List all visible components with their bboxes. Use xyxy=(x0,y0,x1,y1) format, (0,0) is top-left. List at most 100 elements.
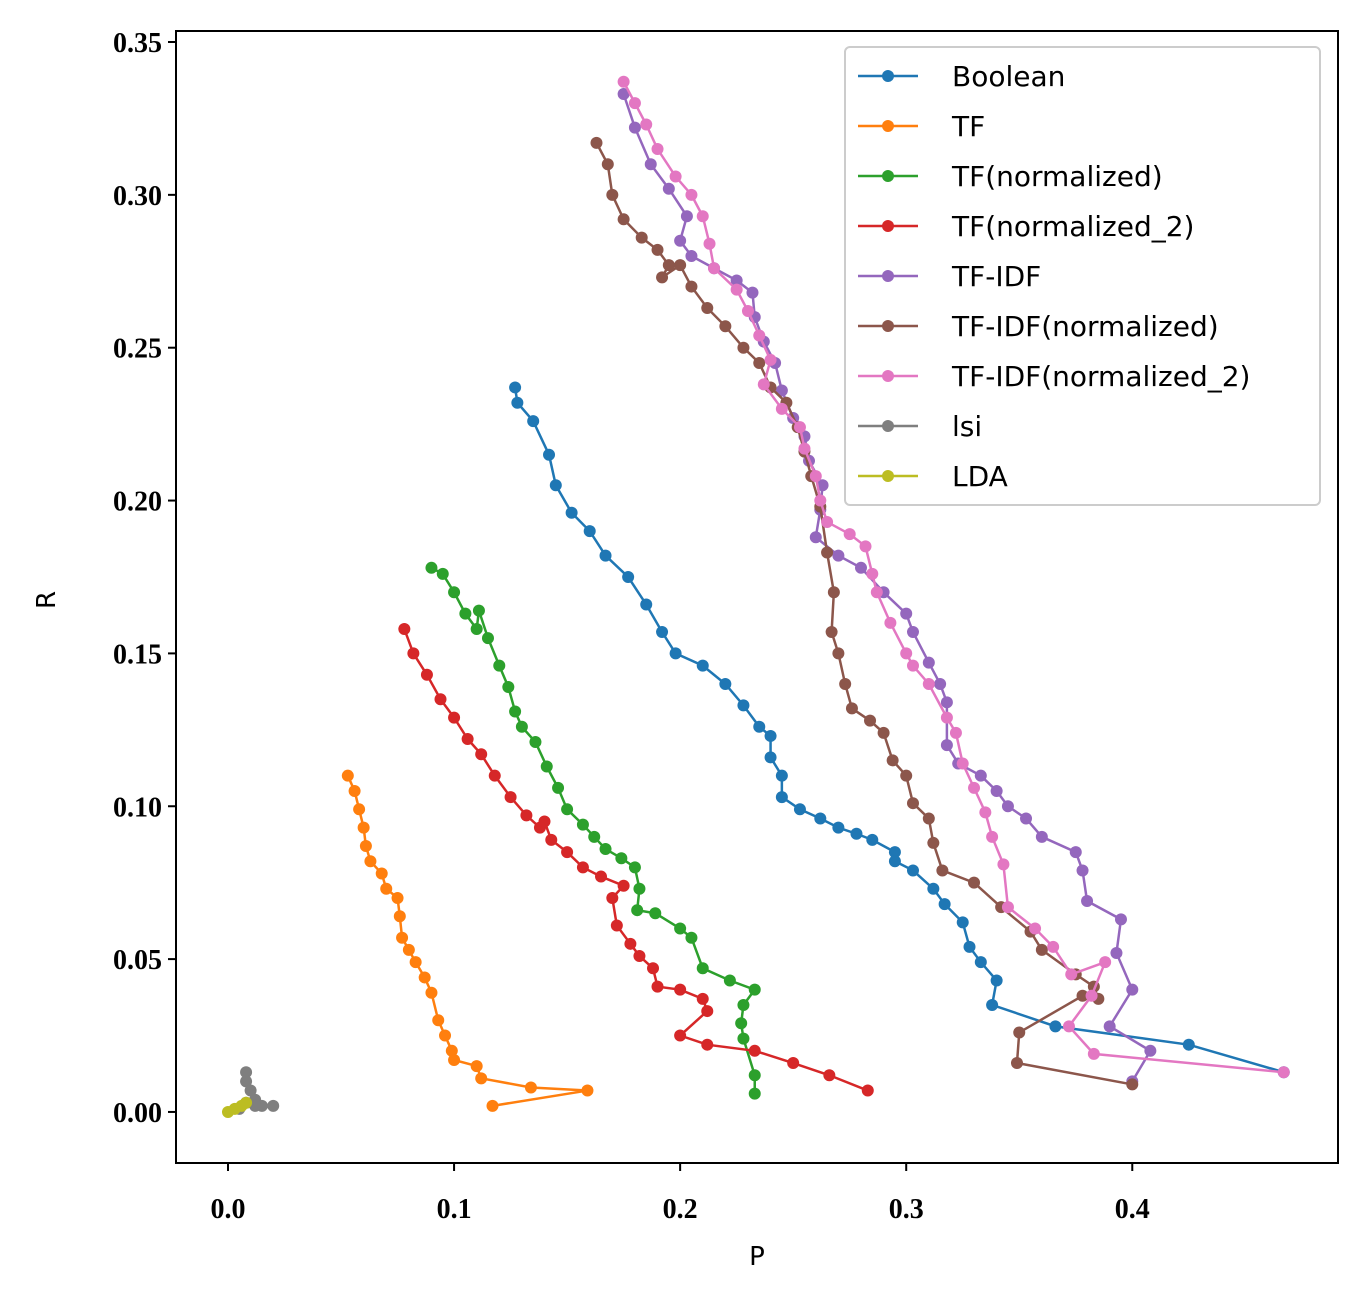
point xyxy=(633,950,646,963)
point xyxy=(418,971,431,984)
point xyxy=(1114,913,1127,926)
legend-label: TF(normalized) xyxy=(951,160,1163,193)
point xyxy=(656,271,669,284)
point xyxy=(624,937,637,950)
point xyxy=(986,830,999,843)
point xyxy=(922,677,935,690)
point xyxy=(940,711,953,724)
series xyxy=(398,622,874,1097)
point xyxy=(493,659,506,672)
series xyxy=(617,75,1290,1079)
point xyxy=(1049,1020,1062,1033)
point xyxy=(588,830,601,843)
point xyxy=(787,1057,800,1070)
legend-marker xyxy=(882,170,894,182)
series xyxy=(509,381,1290,1079)
point xyxy=(696,659,709,672)
point xyxy=(1065,968,1078,981)
point xyxy=(488,769,501,782)
point xyxy=(481,632,494,645)
point xyxy=(669,170,682,183)
point xyxy=(900,607,913,620)
y-tick-label: 0.25 xyxy=(113,334,162,365)
legend-label: TF-IDF xyxy=(951,260,1041,293)
point xyxy=(402,943,415,956)
point xyxy=(922,656,935,669)
point xyxy=(1144,1044,1157,1057)
point xyxy=(1047,940,1060,953)
point xyxy=(1081,895,1094,908)
point xyxy=(938,898,951,911)
point xyxy=(656,626,669,639)
point xyxy=(730,274,743,287)
point xyxy=(990,784,1003,797)
point xyxy=(595,870,608,883)
point xyxy=(240,1075,253,1088)
point xyxy=(606,891,619,904)
legend-marker xyxy=(882,320,894,332)
point xyxy=(940,696,953,709)
point xyxy=(861,1084,874,1097)
legend-label: TF-IDF(normalized) xyxy=(951,310,1219,343)
point xyxy=(561,846,574,859)
point xyxy=(396,931,409,944)
point xyxy=(1013,1026,1026,1039)
point xyxy=(527,415,540,428)
legend-label: LDA xyxy=(952,460,1008,493)
point xyxy=(1103,1020,1116,1033)
point xyxy=(472,604,485,617)
point xyxy=(240,1066,253,1079)
point xyxy=(1001,800,1014,813)
point xyxy=(748,1069,761,1082)
point xyxy=(393,910,406,923)
point xyxy=(425,986,438,999)
point xyxy=(850,827,863,840)
point xyxy=(448,1053,461,1066)
point xyxy=(565,506,578,519)
point xyxy=(859,540,872,553)
point xyxy=(561,803,574,816)
x-tick-label: 0.2 xyxy=(663,1194,698,1225)
point xyxy=(409,956,422,969)
point xyxy=(922,812,935,825)
point xyxy=(839,677,852,690)
point xyxy=(1085,989,1098,1002)
point xyxy=(398,622,411,635)
point xyxy=(843,528,856,541)
point xyxy=(348,784,361,797)
point xyxy=(956,916,969,929)
point xyxy=(504,791,517,804)
point xyxy=(622,570,635,583)
point xyxy=(866,833,879,846)
point xyxy=(359,839,372,852)
point xyxy=(701,1038,714,1051)
point xyxy=(1035,943,1048,956)
point xyxy=(814,494,827,507)
series xyxy=(425,561,761,1100)
point xyxy=(357,821,370,834)
point xyxy=(644,158,657,171)
point xyxy=(662,259,675,272)
point xyxy=(997,858,1010,871)
point xyxy=(827,586,840,599)
point xyxy=(793,803,806,816)
point xyxy=(502,681,515,694)
point xyxy=(809,531,822,544)
point xyxy=(420,668,433,681)
point xyxy=(940,739,953,752)
x-axis-label: P xyxy=(749,1242,765,1272)
point xyxy=(590,136,603,149)
point xyxy=(737,1032,750,1045)
point xyxy=(434,693,447,706)
x-tick-label: 0.0 xyxy=(210,1194,245,1225)
point xyxy=(748,983,761,996)
point xyxy=(735,1017,748,1030)
x-tick-label: 0.3 xyxy=(889,1194,924,1225)
point xyxy=(635,231,648,244)
series xyxy=(590,136,1139,1091)
legend-marker xyxy=(882,270,894,282)
point xyxy=(906,659,919,672)
series-line xyxy=(403,628,869,1092)
point xyxy=(696,962,709,975)
point xyxy=(685,280,698,293)
